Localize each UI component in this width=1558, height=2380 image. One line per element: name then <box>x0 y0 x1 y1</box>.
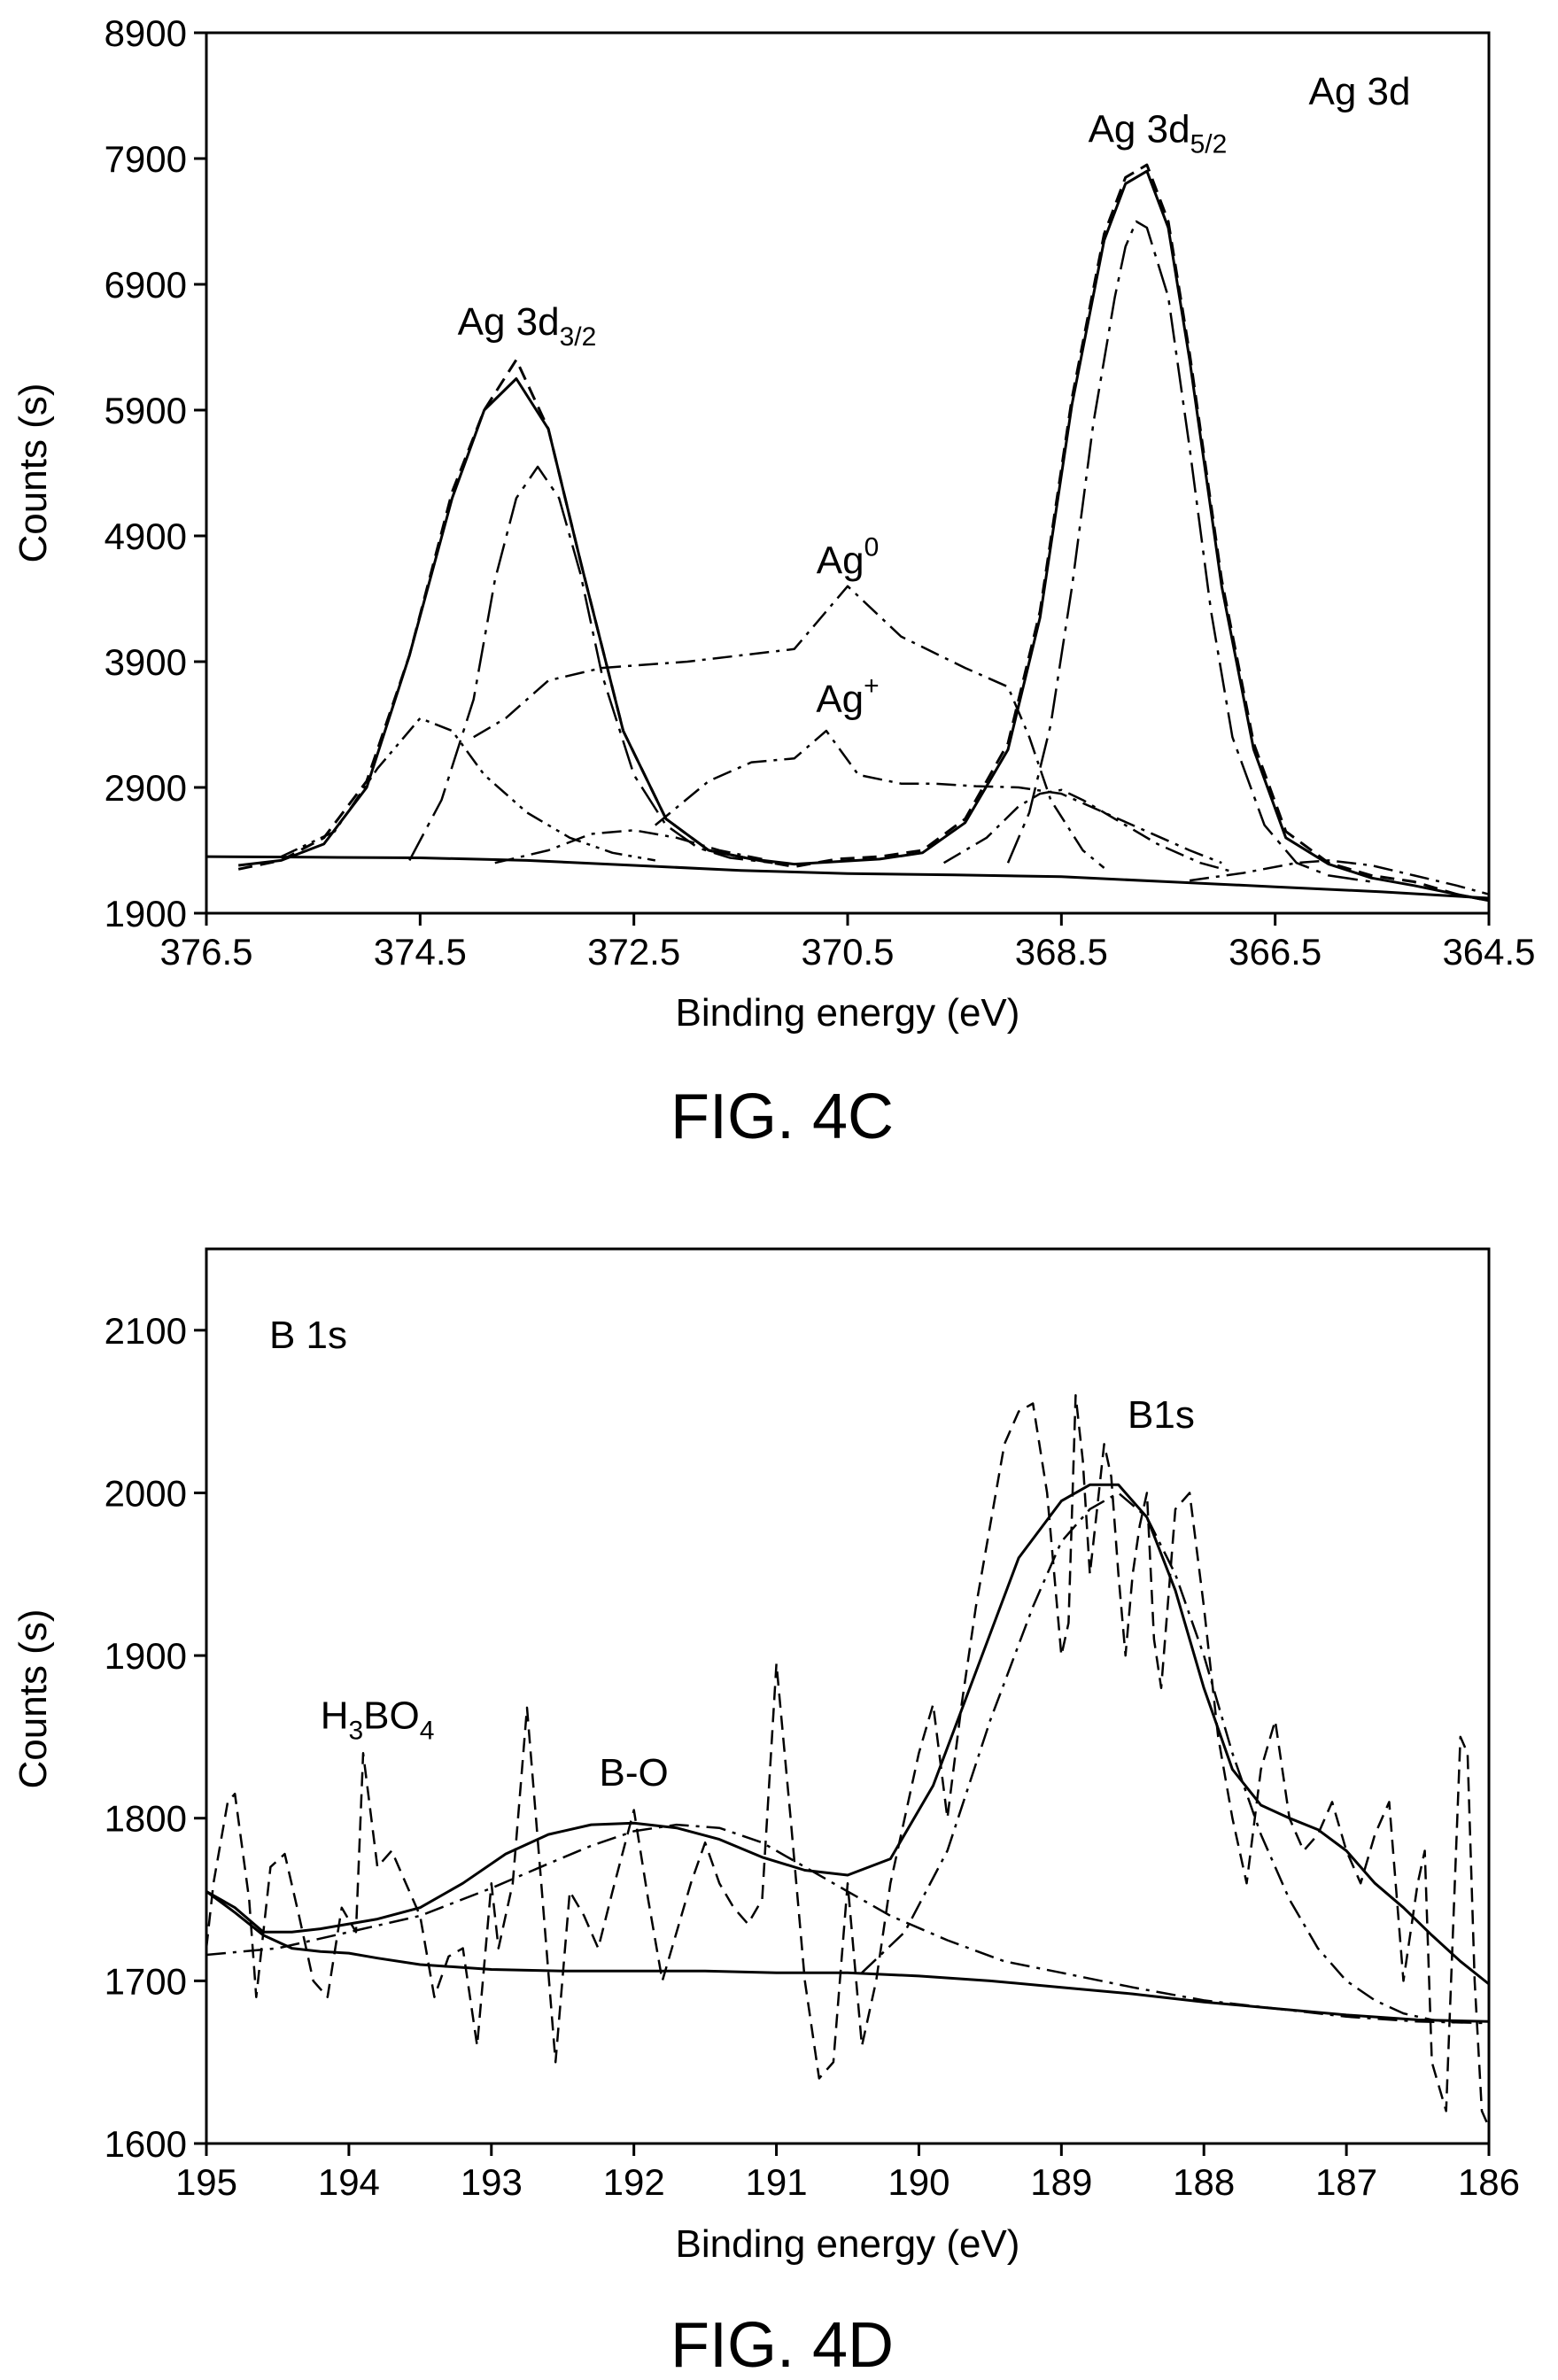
series-line-6 <box>280 717 656 862</box>
series-layer <box>205 163 1490 903</box>
x-tick-label: 186 <box>1458 2161 1520 2203</box>
x-tick-label: 370.5 <box>801 931 894 973</box>
y-tick-label: 8900 <box>105 12 187 54</box>
y-tick-label: 1600 <box>105 2123 187 2165</box>
x-tick-label: 189 <box>1030 2161 1092 2203</box>
annotation-layer: Ag 3d3/2 Ag 3d5/2 Ag0 Ag+ <box>458 108 1228 721</box>
x-tick-label: 364.5 <box>1442 931 1535 973</box>
y-tick-label: 3900 <box>105 641 187 683</box>
x-tick-label: 193 <box>461 2161 523 2203</box>
series-line-3 <box>205 1890 1490 2023</box>
x-tick-label: 188 <box>1173 2161 1235 2203</box>
peak-annotation: B1s <box>1128 1393 1195 1437</box>
series-line-3 <box>205 855 1490 900</box>
series-line-5 <box>861 1492 1461 2025</box>
y-axis-title: Counts (s) <box>12 1609 55 1789</box>
series-line-8 <box>655 729 1222 864</box>
figure-caption: FIG. 4C <box>670 1081 894 1152</box>
peak-annotation: B-O <box>600 1751 669 1795</box>
y-tick-label: 2100 <box>105 1310 187 1352</box>
series-line-1 <box>205 1394 1491 2128</box>
plot-frame <box>205 31 1491 915</box>
series-line-5 <box>1006 220 1372 883</box>
y-tick-label: 1800 <box>105 1798 187 1840</box>
y-axis: 1600 1700 1800 1900 2000 2100 <box>105 1310 206 2165</box>
x-tick-label: 374.5 <box>374 931 467 973</box>
y-tick-label: 1900 <box>105 1635 187 1677</box>
x-tick-label: 366.5 <box>1229 931 1322 973</box>
x-axis-title: Binding energy (eV) <box>676 2222 1020 2266</box>
y-tick-label: 5900 <box>105 390 187 431</box>
y-tick-label: 4900 <box>105 516 187 557</box>
peak-annotation: Ag+ <box>816 671 879 721</box>
y-tick-label: 7900 <box>105 138 187 180</box>
x-tick-label: 194 <box>318 2161 380 2203</box>
y-tick-label: 1900 <box>105 893 187 934</box>
annotation-layer: B1s B-O H3BO4 <box>321 1393 1195 1795</box>
series-line-2 <box>205 1483 1490 1986</box>
y-axis: 1900 2900 3900 4900 5900 6900 7900 8900 <box>105 12 206 934</box>
series-line-7 <box>473 585 1105 869</box>
series-line-2 <box>238 169 1490 903</box>
series-layer <box>205 1394 1491 2128</box>
series-line-4 <box>408 465 773 864</box>
x-tick-label: 191 <box>746 2161 808 2203</box>
series-line-9 <box>494 829 763 864</box>
x-axis: 376.5 374.5 372.5 370.5 368.5 366.5 364.5 <box>159 913 1536 973</box>
x-tick-label: 195 <box>175 2161 237 2203</box>
y-tick-label: 2900 <box>105 767 187 809</box>
y-tick-label: 2000 <box>105 1472 187 1514</box>
y-tick-label: 1700 <box>105 1960 187 2002</box>
plot-frame <box>205 1247 1491 2145</box>
peak-annotation: Ag 3d5/2 <box>1089 108 1228 159</box>
x-axis-title: Binding energy (eV) <box>676 991 1020 1035</box>
peak-annotation: Ag 3d3/2 <box>458 300 597 352</box>
corner-label: B 1s <box>269 1314 347 1357</box>
series-line-10 <box>942 788 1233 873</box>
y-axis-title: Counts (s) <box>12 384 55 563</box>
figure-caption: FIG. 4D <box>670 2310 894 2380</box>
corner-label: Ag 3d <box>1309 70 1411 113</box>
peak-annotation: H3BO4 <box>321 1694 435 1746</box>
x-tick-label: 372.5 <box>587 931 680 973</box>
x-tick-label: 368.5 <box>1015 931 1108 973</box>
x-tick-label: 376.5 <box>159 931 252 973</box>
series-line-11 <box>1189 859 1490 895</box>
x-tick-label: 192 <box>603 2161 665 2203</box>
y-tick-label: 6900 <box>105 264 187 306</box>
peak-annotation: Ag0 <box>817 533 880 583</box>
x-tick-label: 190 <box>888 2161 950 2203</box>
chart-b-1s: 1600 1700 1800 1900 2000 2100 195 194 193 192 191… <box>12 1247 1520 2380</box>
series-line-4 <box>205 1823 1490 2025</box>
x-axis: 195 194 193 192 191 190 189 188 187 186 <box>175 2144 1520 2203</box>
x-tick-label: 187 <box>1315 2161 1377 2203</box>
